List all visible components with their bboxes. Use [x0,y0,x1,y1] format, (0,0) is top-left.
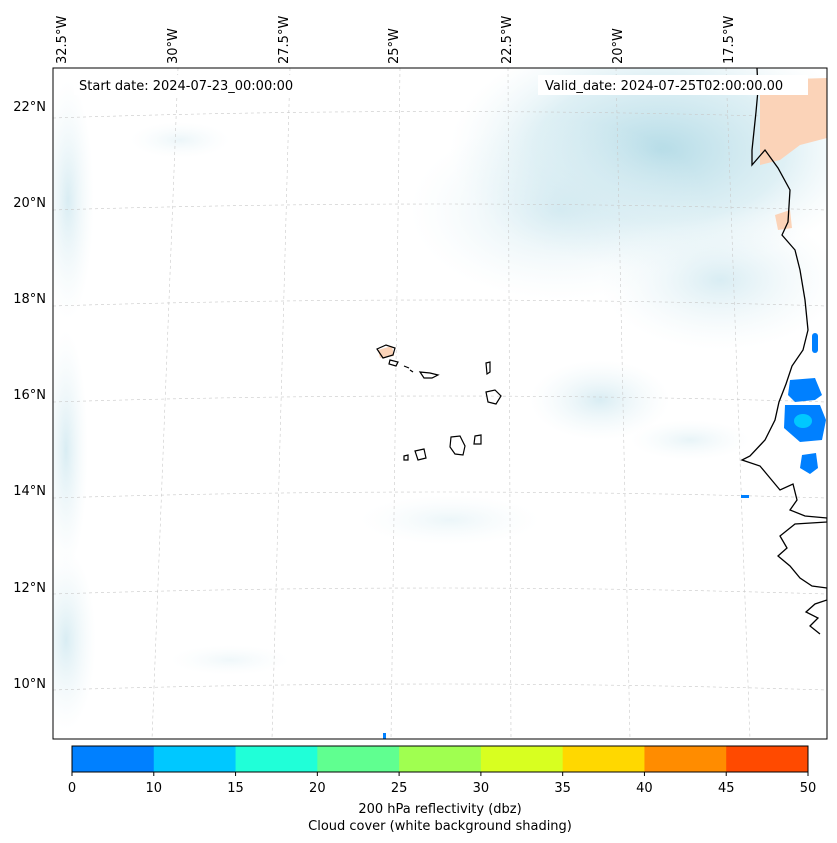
start-date-label: Start date: 2024-07-23_00:00:00 [79,79,293,94]
valid-date-label: Valid_date: 2024-07-25T02:00:00.00 [545,79,783,94]
colorbar-segment [317,746,400,772]
cloud-cover-shading [53,68,827,730]
lat-label: 18°N [13,292,46,307]
lat-label: 12°N [13,581,46,596]
colorbar-tick-label: 25 [391,781,408,796]
colorbar-tick-label: 40 [636,781,653,796]
colorbar-label: 200 hPa reflectivity (dbz) [358,802,521,817]
lon-label: 25°W [387,28,402,64]
lat-label: 14°N [13,484,46,499]
africa-coastline [740,68,827,635]
colorbar-ticks: 0 10 15 20 25 30 35 40 45 50 [68,772,816,796]
lat-label: 10°N [13,677,46,692]
colorbar-segment [726,746,809,772]
colorbar-tick-label: 20 [309,781,326,796]
colorbar-tick-label: 10 [146,781,163,796]
colorbar-tick-label: 0 [68,781,76,796]
lon-label: 22.5°W [500,16,515,64]
colorbar-tick-label: 15 [227,781,244,796]
longitude-labels: 32.5°W 30°W 27.5°W 25°W 22.5°W 20°W 17.5… [55,16,737,64]
lon-label: 32.5°W [55,16,70,64]
colorbar-segment [644,746,727,772]
reflectivity-blue [383,333,826,739]
colorbar-frame [71,745,809,773]
reflectivity-orange [378,78,827,358]
lat-label: 22°N [13,100,46,115]
colorbar-tick-label: 35 [554,781,571,796]
colorbar-sublabel: Cloud cover (white background shading) [308,819,572,834]
map-frame [52,67,828,740]
lon-label: 27.5°W [277,16,292,64]
map-panel: Start date: 2024-07-23_00:00:00 Valid_da… [52,67,828,740]
lat-label: 20°N [13,196,46,211]
colorbar-tick-label: 50 [800,781,817,796]
colorbar-segment [153,746,237,772]
lon-label: 20°W [611,28,626,64]
colorbar-segments [72,746,809,772]
lon-label: 30°W [166,28,181,64]
colorbar-segment [399,746,482,772]
gridlines [53,68,827,739]
cape-verde-islands [376,344,502,461]
colorbar: 0 10 15 20 25 30 35 40 45 50 200 hPa reflectivity… [68,745,816,834]
latitude-labels: 22°N 20°N 18°N 16°N 14°N 12°N 10°N [13,100,46,692]
colorbar-segment [562,746,645,772]
colorbar-segment [235,746,318,772]
lat-label: 16°N [13,388,46,403]
lon-label: 17.5°W [722,16,737,64]
colorbar-tick-label: 45 [718,781,735,796]
colorbar-tick-label: 30 [473,781,490,796]
colorbar-segment [72,746,155,772]
colorbar-segment [480,746,564,772]
